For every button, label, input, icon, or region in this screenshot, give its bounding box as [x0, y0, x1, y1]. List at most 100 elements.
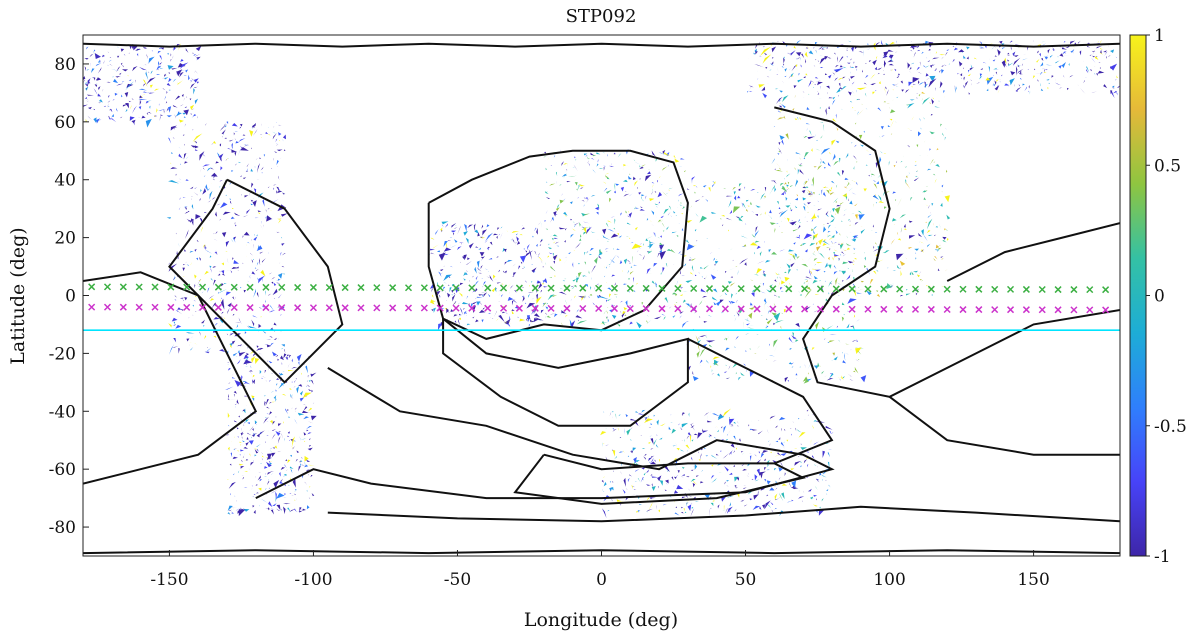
- data-patch: [151, 50, 153, 52]
- data-patch: [979, 73, 983, 77]
- data-patch: [827, 231, 831, 233]
- data-patch: [910, 129, 912, 131]
- data-patch: [742, 468, 747, 471]
- data-patch: [563, 259, 568, 265]
- data-patch: [296, 450, 300, 453]
- data-patch: [261, 376, 267, 379]
- data-patch: [462, 255, 466, 261]
- data-patch: [760, 375, 762, 379]
- data-patch: [258, 430, 265, 436]
- data-patch: [1040, 88, 1044, 92]
- data-patch: [243, 508, 250, 512]
- data-patch: [526, 302, 536, 309]
- data-patch: [242, 409, 246, 412]
- data-patch: [612, 228, 616, 230]
- data-patch: [599, 249, 601, 255]
- data-patch: [231, 149, 237, 153]
- data-patch: [731, 451, 732, 456]
- data-patch: [995, 83, 998, 85]
- data-patch: [116, 107, 118, 112]
- data-patch: [672, 263, 675, 265]
- data-patch: [1108, 54, 1111, 57]
- data-patch: [601, 509, 604, 512]
- data-patch: [562, 280, 565, 282]
- data-patch: [552, 254, 558, 261]
- track-marker: [705, 285, 714, 293]
- data-patch: [822, 450, 826, 458]
- data-patch: [988, 66, 990, 73]
- data-patch: [439, 288, 441, 292]
- data-patch: [253, 448, 258, 450]
- data-patch: [777, 147, 782, 155]
- data-patch: [715, 453, 719, 456]
- y-axis-label: Latitude (deg): [7, 227, 29, 364]
- data-patch: [1039, 71, 1043, 76]
- data-patch: [829, 217, 835, 223]
- data-patch: [649, 461, 651, 464]
- data-patch: [474, 297, 477, 300]
- data-patch: [142, 46, 148, 50]
- data-patch: [789, 68, 791, 71]
- data-patch: [310, 373, 314, 375]
- data-patch: [783, 66, 787, 68]
- data-patch: [172, 343, 174, 347]
- data-patch: [536, 283, 538, 285]
- data-patch: [782, 80, 785, 84]
- data-patch: [795, 52, 802, 57]
- data-patch: [841, 316, 844, 322]
- data-patch: [812, 504, 818, 507]
- data-patch: [304, 481, 308, 486]
- y-tick-label: 80: [54, 55, 76, 75]
- data-patch: [683, 183, 686, 185]
- data-patch: [309, 444, 311, 448]
- data-patch: [498, 293, 500, 297]
- data-patch: [622, 167, 624, 171]
- data-patch: [154, 115, 156, 118]
- data-patch: [175, 173, 177, 176]
- data-patch: [651, 280, 655, 285]
- data-patch: [712, 413, 721, 417]
- data-patch: [265, 299, 266, 303]
- data-patch: [210, 298, 215, 302]
- data-patch: [561, 322, 564, 328]
- data-patch: [641, 448, 646, 449]
- data-patch: [195, 53, 201, 57]
- data-patch: [474, 266, 477, 274]
- track-marker: [199, 303, 207, 311]
- data-patch: [171, 151, 174, 154]
- data-patch: [927, 243, 931, 248]
- data-patch: [758, 459, 761, 461]
- data-patch: [198, 279, 202, 281]
- data-patch: [258, 487, 262, 491]
- data-patch: [828, 280, 833, 288]
- data-patch: [212, 178, 215, 181]
- data-patch: [778, 273, 780, 275]
- data-patch: [168, 180, 180, 184]
- data-patch: [594, 257, 598, 264]
- data-patch: [766, 325, 769, 328]
- data-patch: [842, 76, 846, 79]
- data-patch: [268, 430, 270, 432]
- data-patch: [823, 124, 825, 132]
- data-patch: [149, 105, 151, 109]
- data-patch: [645, 238, 649, 242]
- data-patch: [853, 235, 859, 240]
- data-patch: [728, 229, 730, 232]
- data-patch: [888, 160, 890, 166]
- data-patch: [109, 63, 113, 66]
- data-patch: [805, 73, 808, 76]
- data-patch: [803, 135, 805, 139]
- data-patch: [804, 186, 809, 189]
- data-patch: [869, 59, 870, 63]
- data-patch: [773, 339, 778, 348]
- data-patch: [154, 88, 160, 92]
- data-patch: [261, 498, 268, 503]
- data-patch: [825, 425, 833, 430]
- data-patch: [290, 393, 292, 398]
- data-patch: [234, 138, 236, 141]
- data-patch: [767, 440, 770, 442]
- data-patch: [646, 497, 650, 501]
- data-patch: [854, 366, 859, 374]
- data-patch: [277, 220, 282, 224]
